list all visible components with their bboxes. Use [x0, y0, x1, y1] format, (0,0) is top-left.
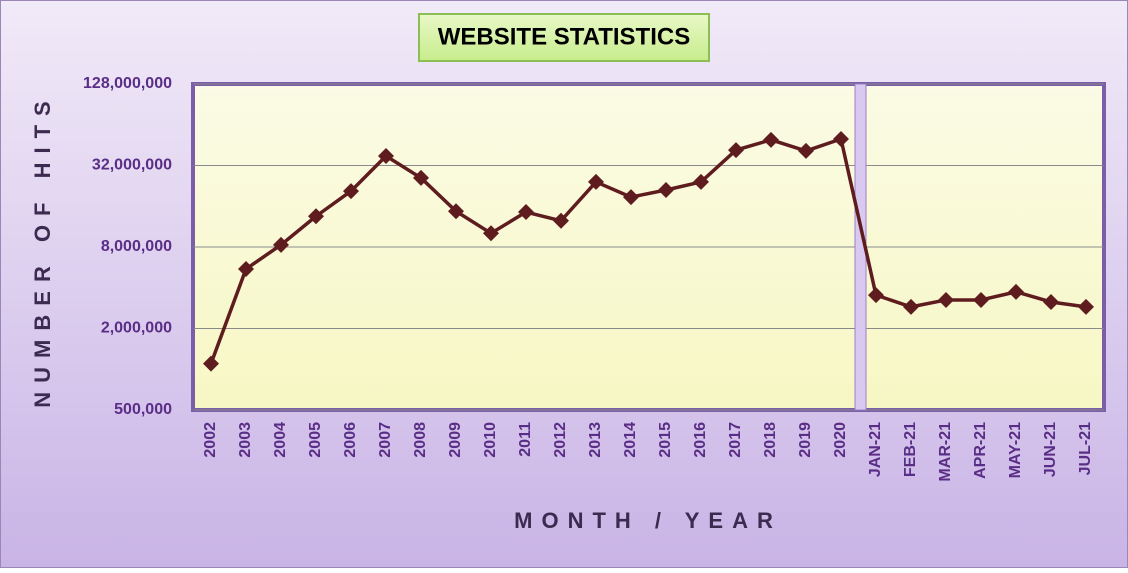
y-tick-label: 8,000,000	[101, 238, 172, 255]
marker	[588, 173, 604, 190]
marker	[553, 212, 569, 229]
x-tick-label: MAY-21	[1007, 422, 1024, 478]
marker	[448, 203, 464, 220]
marker	[238, 261, 254, 278]
x-tick-label: 2008	[412, 422, 429, 458]
marker	[658, 181, 674, 198]
x-tick-label: 2010	[482, 422, 499, 458]
x-tick-label: 2002	[202, 422, 219, 458]
y-tick-label: 32,000,000	[92, 157, 172, 174]
marker	[413, 169, 429, 186]
x-tick-label: 2012	[552, 422, 569, 458]
x-tick-label: 2009	[447, 422, 464, 458]
x-tick-label: 2007	[377, 422, 394, 458]
marker	[973, 291, 989, 308]
marker	[1043, 293, 1059, 310]
x-tick-label: 2011	[517, 422, 534, 457]
y-tick-label: 128,000,000	[83, 75, 172, 92]
marker	[308, 208, 324, 225]
x-tick-label: 2003	[237, 422, 254, 458]
marker	[693, 173, 709, 190]
marker	[763, 131, 779, 148]
x-tick-label: 2019	[797, 422, 814, 458]
marker	[903, 298, 919, 315]
x-tick-label: 2006	[342, 422, 359, 458]
marker	[378, 148, 394, 165]
x-tick-label: FEB-21	[902, 422, 919, 477]
y-tick-label: 2,000,000	[101, 320, 172, 337]
x-tick-label: 2005	[307, 422, 324, 458]
x-tick-label: 2017	[727, 422, 744, 458]
x-tick-label: JUL-21	[1077, 422, 1094, 475]
title-box	[418, 13, 710, 62]
x-tick-label: 2015	[657, 422, 674, 458]
marker	[623, 189, 639, 206]
marker	[483, 225, 499, 242]
y-tick-label: 500,000	[114, 401, 172, 418]
x-tick-label: 2020	[832, 422, 849, 458]
marker	[1078, 298, 1094, 315]
marker	[728, 142, 744, 159]
marker	[273, 236, 289, 253]
x-axis-title: MONTH / YEAR	[514, 508, 782, 533]
x-tick-label: 2014	[622, 422, 639, 458]
chart-title: WEBSITE STATISTICS	[438, 23, 690, 50]
x-tick-label: 2016	[692, 422, 709, 458]
y-axis-title: NUMBER OF HITS	[30, 92, 55, 407]
x-tick-label: 2004	[272, 422, 289, 458]
marker	[798, 142, 814, 159]
x-tick-label: MAR-21	[937, 422, 954, 482]
marker	[203, 355, 219, 372]
marker	[868, 287, 884, 304]
x-tick-label: APR-21	[972, 422, 989, 479]
marker	[343, 183, 359, 200]
marker	[833, 131, 849, 148]
marker	[1008, 283, 1024, 300]
x-tick-label: 2018	[762, 422, 779, 458]
x-tick-label: JAN-21	[867, 422, 884, 477]
marker	[518, 204, 534, 221]
x-tick-label: 2013	[587, 422, 604, 458]
marker	[938, 291, 954, 308]
x-tick-label: JUN-21	[1042, 422, 1059, 477]
